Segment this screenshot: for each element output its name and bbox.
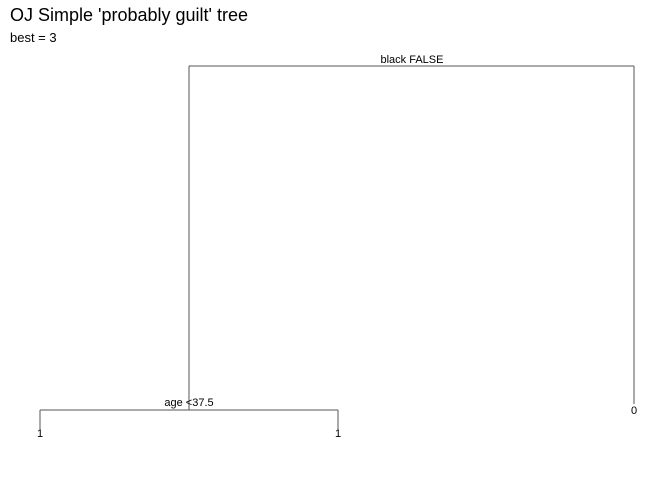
leaf-right: 0: [631, 405, 637, 417]
root-split-label: black FALSE: [381, 54, 444, 66]
leaf-left-left: 1: [37, 428, 43, 440]
diagram-subtitle: best = 3: [10, 30, 57, 45]
diagram-title: OJ Simple 'probably guilt' tree: [10, 5, 248, 25]
left-split: age <37.5: [39, 397, 339, 430]
root-split: black FALSE: [188, 54, 635, 410]
leaf-left-right: 1: [335, 428, 341, 440]
left-split-label: age <37.5: [164, 397, 213, 409]
